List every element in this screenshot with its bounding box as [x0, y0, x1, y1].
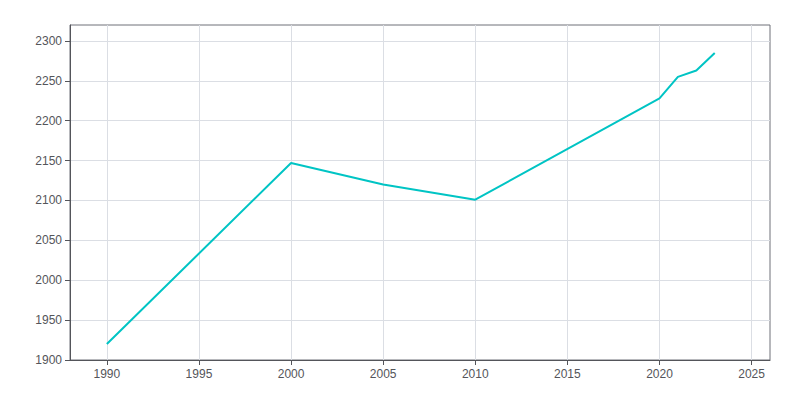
svg-text:1990: 1990	[93, 367, 120, 381]
svg-text:1950: 1950	[35, 313, 62, 327]
svg-text:2150: 2150	[35, 154, 62, 168]
svg-text:2300: 2300	[35, 34, 62, 48]
svg-text:1995: 1995	[186, 367, 213, 381]
svg-text:2025: 2025	[738, 367, 765, 381]
svg-text:2015: 2015	[554, 367, 581, 381]
svg-text:2200: 2200	[35, 114, 62, 128]
svg-text:2000: 2000	[278, 367, 305, 381]
svg-text:2005: 2005	[370, 367, 397, 381]
svg-text:2050: 2050	[35, 233, 62, 247]
svg-text:2000: 2000	[35, 273, 62, 287]
svg-text:2100: 2100	[35, 193, 62, 207]
svg-text:2010: 2010	[462, 367, 489, 381]
svg-text:2250: 2250	[35, 74, 62, 88]
svg-text:2020: 2020	[646, 367, 673, 381]
svg-text:1900: 1900	[35, 353, 62, 367]
